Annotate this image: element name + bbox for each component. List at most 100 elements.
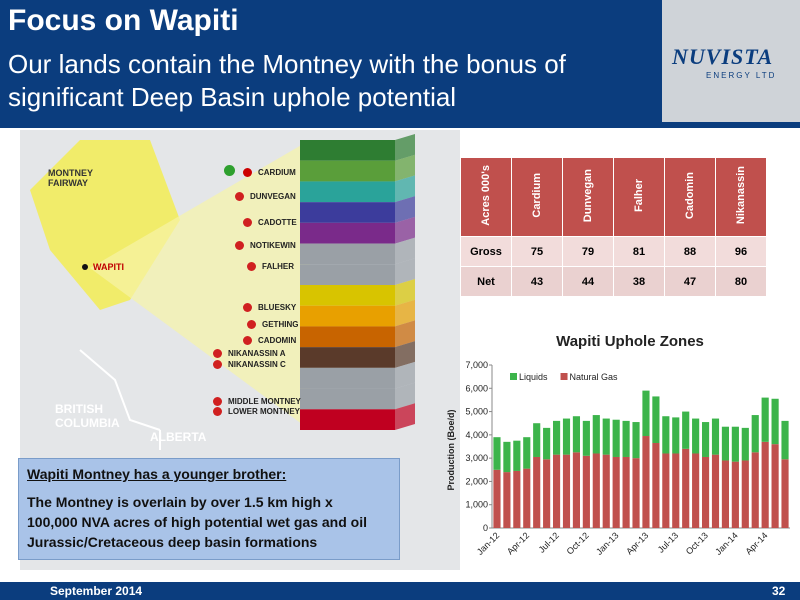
bar-segment: [533, 456, 541, 528]
table-cell: 80: [715, 266, 767, 297]
formation-marker: [243, 336, 252, 345]
x-tick-label: Apr-13: [624, 530, 650, 556]
wapiti-dot: [82, 264, 88, 270]
bar-segment: [701, 456, 710, 528]
formation-label: CADOTTE: [258, 218, 297, 227]
bar-segment: [493, 469, 501, 528]
formation-layer: [300, 367, 395, 389]
formation-side: [395, 299, 415, 327]
legend-swatch: [510, 373, 517, 380]
header-text: Cardium: [531, 173, 543, 218]
bar-segment: [592, 415, 600, 454]
chart-title: Wapiti Uphole Zones: [556, 333, 704, 350]
formation-label: CADOMIN: [258, 336, 297, 345]
x-tick-label: Oct-12: [565, 530, 591, 556]
y-tick-label: 6,000: [465, 383, 488, 393]
y-axis-label: Production (Boe/d): [446, 410, 456, 491]
formation-label: BLUESKY: [258, 303, 297, 312]
formation-label: NIKANASSIN C: [228, 360, 286, 369]
bar-segment: [493, 437, 501, 470]
bar-segment: [711, 418, 720, 455]
callout-box: [18, 458, 400, 560]
formation-layer: [300, 243, 395, 265]
formation-side: [395, 237, 415, 265]
x-tick-label: Jan-14: [713, 530, 740, 557]
formation-label: MIDDLE MONTNEY: [228, 397, 301, 406]
table-cell: 81: [613, 236, 665, 267]
formation-marker: [243, 168, 252, 177]
table-row: Gross 75 79 81 88 96: [460, 236, 767, 267]
x-tick-label: Jul-12: [537, 530, 561, 554]
bar-segment: [582, 455, 590, 528]
header-text: Falher: [633, 178, 645, 212]
bar-segment: [543, 459, 551, 528]
bar-segment: [751, 452, 759, 528]
formation-label: NOTIKEWIN: [250, 241, 296, 250]
formation-side: [395, 341, 415, 368]
legend-swatch: [560, 373, 568, 380]
bar-segment: [672, 453, 680, 528]
formation-side: [395, 320, 415, 348]
bar-segment: [602, 454, 610, 528]
bar-segment: [552, 454, 561, 528]
bar-segment: [761, 441, 769, 528]
bar-segment: [692, 453, 700, 528]
formation-marker: [235, 241, 244, 250]
bar-segment: [612, 419, 620, 457]
x-tick-label: Jan-13: [594, 530, 621, 557]
header-bar: [0, 0, 662, 122]
formation-layer: [300, 140, 395, 161]
map-label: BRITISH COLUMBIA: [55, 402, 120, 430]
formation-layer: [300, 160, 395, 182]
x-tick-label: Jul-13: [656, 530, 680, 554]
formation-layer: [300, 285, 395, 306]
dot: [82, 264, 88, 270]
bar-segment: [562, 454, 571, 528]
bar-segment: [652, 396, 660, 444]
y-tick-label: 7,000: [465, 360, 488, 370]
formation-layer: [300, 202, 395, 223]
acreage-table: Acres 000's Cardium Dunvegan Falher Cadomin N…: [460, 157, 767, 297]
bar-segment: [582, 420, 590, 456]
bar-segment: [662, 416, 670, 454]
formation-layer: [300, 326, 395, 348]
formation-layer: [300, 264, 395, 285]
map-label: WAPITI: [93, 262, 124, 272]
bar-segment: [602, 418, 610, 455]
y-tick-label: 4,000: [465, 430, 488, 440]
x-tick-label: Jan-12: [475, 530, 502, 557]
formation-label: LOWER MONTNEY: [228, 407, 300, 416]
bar-segment: [503, 472, 511, 528]
formation-marker: [213, 407, 222, 416]
y-tick-label: 2,000: [465, 476, 488, 486]
table-cell: 88: [664, 236, 716, 267]
formation-label: GETHING: [262, 320, 299, 329]
table-cell: Gross: [460, 236, 512, 267]
bar-segment: [741, 460, 749, 528]
table-cell: 43: [511, 266, 563, 297]
bar-segment: [682, 448, 690, 528]
formation-side: [395, 154, 415, 182]
bar-segment: [513, 440, 521, 471]
bar-segment: [523, 437, 531, 469]
title: Focus on Wapiti: [8, 4, 239, 37]
table-header-cell: Dunvegan: [562, 157, 614, 237]
formation-label: FALHER: [262, 262, 294, 271]
table-cell: 44: [562, 266, 614, 297]
formation-layer: [300, 181, 395, 203]
y-tick-label: 3,000: [465, 453, 488, 463]
formation-side: [395, 175, 415, 203]
formation-marker: [213, 349, 222, 358]
border: [79, 349, 161, 431]
bar-segment: [701, 422, 710, 457]
bar-segment: [592, 453, 600, 528]
formation-layer: [300, 222, 395, 244]
logo-bg: [662, 0, 800, 122]
bar-segment: [731, 461, 739, 528]
footer-bar: [0, 582, 800, 600]
map-label: ALBERTA: [150, 430, 207, 444]
formation-side: [395, 196, 415, 223]
table-cell: 38: [613, 266, 665, 297]
formation-marker: [247, 262, 256, 271]
